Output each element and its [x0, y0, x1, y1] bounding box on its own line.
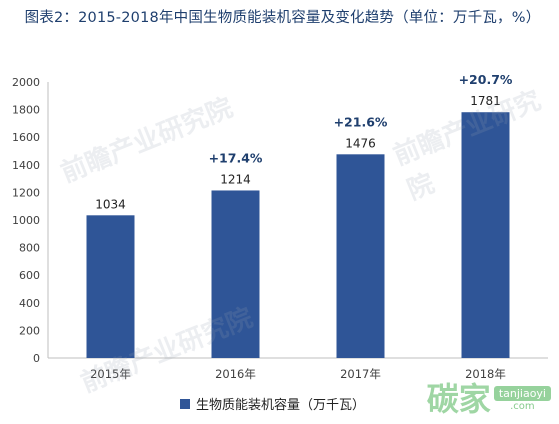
brand-site-label: tanjiaoyi [493, 386, 551, 401]
chart-title: 图表2：2015-2018年中国生物质能装机容量及变化趋势（单位：万千瓦，%） [24, 10, 541, 26]
y-tick-label: 1200 [12, 186, 40, 199]
growth-rate-label: +20.7% [459, 72, 513, 87]
brand-site: tanjiaoyi .com [493, 386, 551, 412]
y-tick-label: 1000 [12, 214, 40, 227]
bar [336, 154, 385, 358]
growth-rate-label: +17.4% [209, 150, 263, 165]
x-tick-label: 2015年 [90, 367, 131, 381]
y-tick-label: 600 [19, 269, 40, 282]
y-tick-label: 0 [33, 352, 40, 365]
y-tick-label: 2000 [12, 76, 40, 89]
legend-swatch [180, 398, 190, 409]
y-tick-label: 800 [19, 242, 40, 255]
y-tick-label: 1800 [12, 104, 40, 117]
bar-value-label: 1781 [470, 94, 501, 108]
bar-value-label: 1476 [345, 136, 376, 150]
brand-domain: .com [510, 401, 535, 412]
bar [86, 215, 135, 358]
x-tick-label: 2018年 [465, 367, 506, 381]
y-tick-label: 200 [19, 324, 40, 337]
brand-name: 碳家 [426, 380, 491, 418]
x-tick-label: 2017年 [340, 367, 381, 381]
bar [461, 112, 510, 358]
x-tick-labels: 2015年 2016年 2017年 2018年 [90, 367, 506, 381]
legend-label: 生物质能装机容量（万千瓦） [196, 398, 366, 413]
brand-logo: 碳家 tanjiaoyi .com [427, 382, 551, 416]
y-tick-labels: 0 200 400 600 800 1000 1200 1400 1600 1800 2000 [12, 76, 40, 365]
x-tick-label: 2016年 [215, 367, 256, 381]
y-tick-label: 400 [19, 297, 40, 310]
bar [211, 190, 260, 358]
bars: 1034 1214 +17.4% 1476 +21.6% 1781 +20.7% [86, 72, 513, 358]
y-tick-label: 1400 [12, 159, 40, 172]
bar-value-label: 1214 [220, 172, 251, 186]
y-tick-label: 1600 [12, 131, 40, 144]
growth-rate-label: +21.6% [334, 114, 388, 129]
legend: 生物质能装机容量（万千瓦） [180, 394, 365, 413]
bar-value-label: 1034 [95, 197, 126, 211]
